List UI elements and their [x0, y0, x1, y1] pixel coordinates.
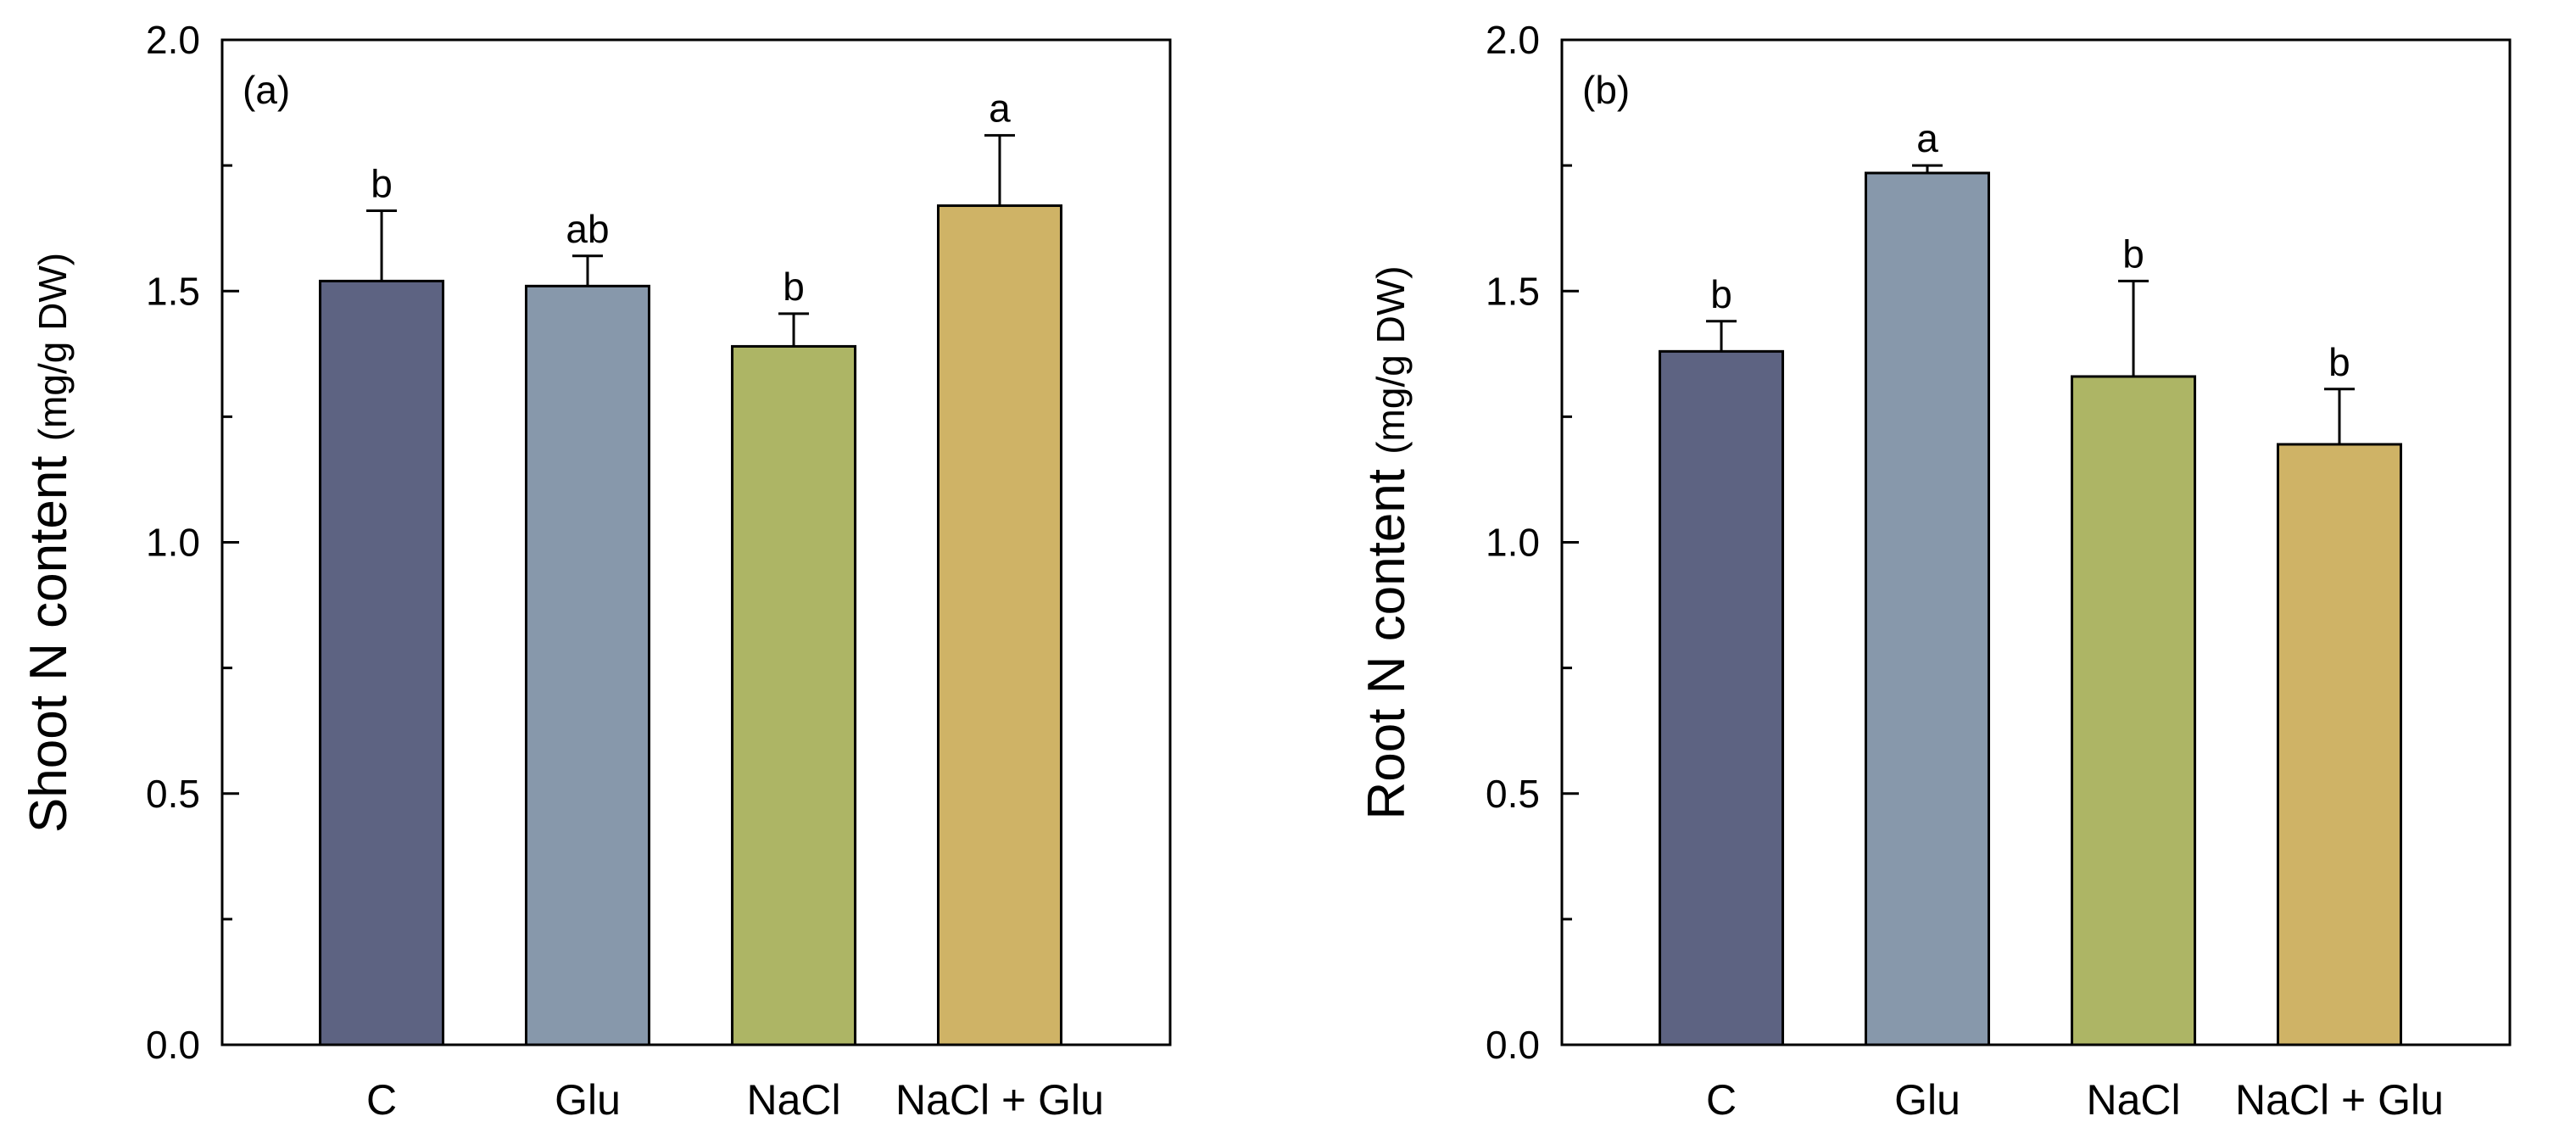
y-axis-title: Shoot N content (mg/g DW): [20, 253, 78, 833]
significance-label-nacl-glu: a: [989, 86, 1011, 131]
bar-glu: [524, 284, 650, 1046]
y-tick-label: 1.5: [146, 269, 200, 313]
panel-label: (a): [243, 68, 290, 112]
x-tick-label-nacl-glu: NaCl + Glu: [895, 1076, 1104, 1124]
y-tick-label: 0.5: [146, 772, 200, 816]
y-tick-label: 2.0: [1486, 18, 1540, 62]
bar-nacl: [731, 344, 857, 1046]
y-axis-title: Root N content (mg/g DW): [1358, 265, 1416, 819]
bar-glu: [1864, 171, 1990, 1046]
bar-c: [319, 279, 445, 1046]
y-tick-label: 0.0: [1486, 1023, 1540, 1067]
y-tick-label: 1.0: [1486, 521, 1540, 565]
x-tick-label-c: C: [366, 1076, 397, 1124]
significance-label-nacl-glu: b: [2328, 340, 2350, 384]
significance-label-c: b: [371, 161, 393, 205]
significance-label-c: b: [1710, 272, 1732, 316]
y-tick-label: 0.0: [146, 1023, 200, 1067]
y-axis-title-main: Shoot N content: [20, 441, 78, 833]
significance-label-nacl: b: [2122, 232, 2144, 276]
x-tick-label-c: C: [1706, 1076, 1737, 1124]
y-tick-label: 1.5: [1486, 269, 1540, 313]
y-axis-title-unit: (mg/g DW): [31, 253, 75, 441]
y-tick-label: 0.5: [1486, 772, 1540, 816]
bar-c: [1659, 349, 1785, 1046]
significance-label-nacl: b: [783, 265, 805, 309]
x-tick-label-glu: Glu: [1894, 1076, 1960, 1124]
chart-panel-a: 0.0 0.5 1.0 1.5 2.0 Shoot N content (mg/g DW)…: [20, 18, 1172, 1124]
y-axis-title-unit: (mg/g DW): [1369, 265, 1413, 454]
panel-label: (b): [1582, 68, 1630, 112]
y-axis-title-main: Root N content: [1358, 455, 1416, 820]
significance-label-glu: a: [1916, 116, 1938, 160]
x-tick-label-nacl-glu: NaCl + Glu: [2235, 1076, 2444, 1124]
bar-nacl-glu: [936, 204, 1062, 1046]
significance-label-glu: ab: [566, 207, 609, 251]
x-tick-label-glu: Glu: [555, 1076, 621, 1124]
x-tick-label-nacl: NaCl: [746, 1076, 840, 1124]
y-tick-label: 2.0: [146, 18, 200, 62]
bar-nacl-glu: [2276, 443, 2402, 1046]
bar-nacl: [2071, 375, 2197, 1046]
x-tick-label-nacl: NaCl: [2086, 1076, 2180, 1124]
y-tick-label: 1.0: [146, 521, 200, 565]
